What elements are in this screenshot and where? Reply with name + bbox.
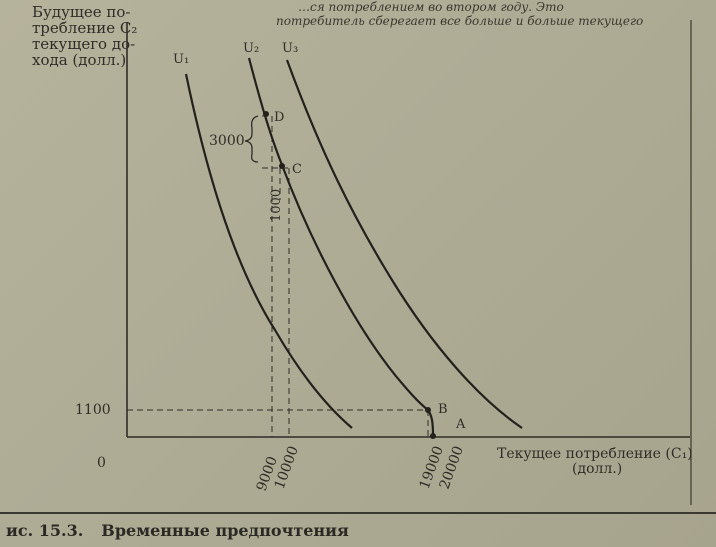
origin-label: 0 (97, 455, 106, 471)
figure-number: ис. 15.3. (6, 521, 84, 540)
x-axis-label-line-1: Текущее потребление (C₁) (497, 446, 693, 462)
curve-label-u2: U₂ (243, 41, 259, 56)
caption-rule (0, 512, 716, 514)
y-axis-label-line-1: Будущее по- (32, 3, 131, 21)
point-b (425, 407, 431, 413)
curve-label-u3: U₃ (282, 41, 298, 56)
y-axis-label-line-3: текущего до- (32, 35, 136, 53)
point-label-a: A (455, 417, 466, 432)
point-d (263, 111, 269, 117)
point-label-c: C (292, 162, 302, 177)
y-axis-label-line-2: требление C₂ (32, 19, 138, 37)
header-line-2: потребитель сберегает все больше и больш… (276, 14, 644, 28)
dashed-guides (127, 115, 429, 437)
annotation-3000: 3000 (209, 133, 245, 149)
curve-u1 (184, 73, 353, 429)
annotation-1000: 1000 (269, 189, 284, 222)
header-text: …ся потреблением во втором году. Это пот… (258, 0, 708, 28)
y-axis-label: Будущее по- требление C₂ текущего до- хо… (32, 4, 142, 68)
figure-caption: ис. 15.3. Временные предпочтения (6, 521, 349, 540)
point-label-d: D (274, 110, 284, 125)
curve-label-u1: U₁ (173, 52, 189, 67)
point-a (430, 433, 436, 439)
curve-u3 (285, 59, 523, 429)
brace-3000 (244, 115, 259, 163)
header-line-1: …ся потреблением во втором году. Это (298, 0, 564, 14)
y-axis-label-line-4: хода (долл.) (32, 51, 127, 69)
ytick-1100: 1100 (75, 402, 111, 418)
point-c (279, 163, 285, 169)
figure-title: Временные предпочтения (101, 521, 349, 540)
point-label-b: B (438, 402, 448, 417)
x-axis-label-line-2: (долл.) (572, 461, 622, 477)
